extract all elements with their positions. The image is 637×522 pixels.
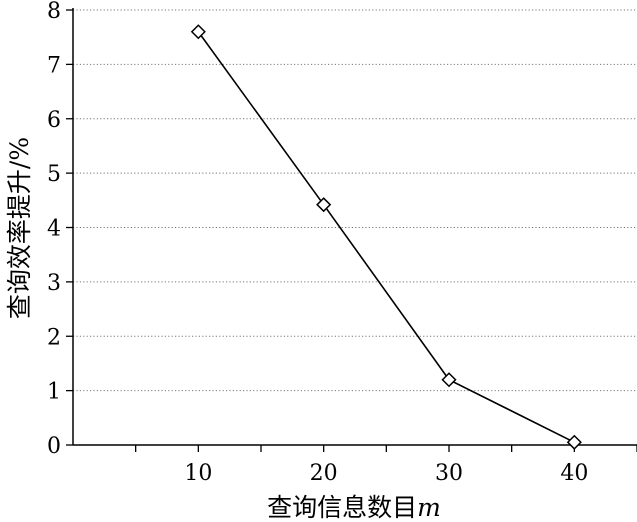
y-tick-label: 5 (47, 162, 61, 187)
x-tick-label: 30 (435, 461, 463, 486)
axes (66, 8, 637, 452)
x-tick-label: 20 (310, 461, 338, 486)
y-tick-label: 4 (47, 217, 61, 242)
series (190, 24, 582, 450)
y-tick-label: 0 (47, 434, 61, 459)
y-tick-label: 8 (47, 0, 61, 24)
y-tick-labels: 0 1 2 3 4 5 6 7 8 (47, 0, 61, 459)
x-axis-title-text: 查询信息数目 (267, 493, 417, 522)
data-point-marker (316, 197, 332, 213)
data-point-marker (441, 372, 457, 388)
series-line (197, 31, 575, 443)
grid-lines (73, 9, 637, 392)
y-tick-label: 6 (47, 108, 61, 133)
x-tick-label: 10 (184, 461, 212, 486)
data-point-marker (190, 24, 206, 40)
y-tick-label: 3 (47, 271, 61, 296)
y-tick-label: 1 (47, 380, 61, 405)
x-tick-labels: 10 20 30 40 (184, 461, 588, 486)
y-tick-label: 2 (47, 325, 61, 350)
y-axis-title: 查询效率提升/% (5, 137, 34, 319)
data-point-marker (566, 434, 582, 450)
y-tick-label: 7 (47, 53, 61, 78)
x-tick-label: 40 (560, 461, 588, 486)
x-axis-title: 查询信息数目m (267, 493, 441, 522)
x-axis-title-variable: m (417, 493, 441, 522)
